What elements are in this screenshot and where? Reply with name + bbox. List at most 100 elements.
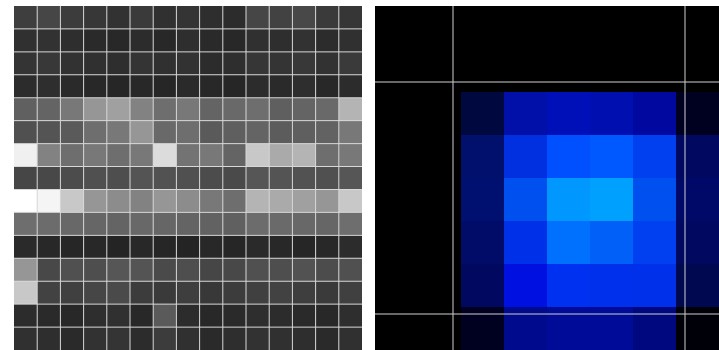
pixel-cell <box>176 212 201 236</box>
pixel-cell <box>292 212 317 236</box>
pixel-cell <box>14 120 38 145</box>
pixel-cell <box>222 28 247 53</box>
pixel-cell <box>338 51 362 76</box>
pixel-cell <box>199 235 224 259</box>
pixel-cell <box>37 258 61 282</box>
pixel-cell <box>199 189 224 213</box>
pixel-cell <box>14 97 38 122</box>
pixel-cell <box>269 189 293 213</box>
pixel-cell <box>269 258 293 282</box>
pixel-cell <box>292 97 317 122</box>
pixel-cell <box>269 327 293 350</box>
pixel-cell <box>222 74 247 99</box>
pixel-cell <box>269 97 293 122</box>
pixel-cell <box>83 327 108 350</box>
pixel-cell <box>315 74 340 99</box>
pixel-cell <box>292 258 317 282</box>
pixel-cell <box>14 143 38 168</box>
pixel-cell <box>106 327 131 350</box>
pixel-cell <box>338 189 362 213</box>
pixel-cell <box>60 120 85 145</box>
pixel-cell <box>14 281 38 305</box>
pixel-cell <box>130 166 154 190</box>
pixel-cell <box>83 97 108 122</box>
pixel-cell <box>176 235 201 259</box>
pixel-cell <box>153 28 177 53</box>
pixel-cell <box>222 258 247 282</box>
heatmap-cell <box>461 92 505 136</box>
pixel-cell <box>153 120 177 145</box>
heatmap-cell <box>676 221 719 265</box>
heatmap-cell <box>676 49 719 93</box>
heatmap-cell <box>676 92 719 136</box>
pixel-cell <box>83 143 108 168</box>
heatmap-cell <box>461 221 505 265</box>
pixel-cell <box>269 304 293 328</box>
pixel-cell <box>222 97 247 122</box>
pixel-cell <box>37 6 61 30</box>
heatmap-cell <box>375 264 419 308</box>
heatmap-cell <box>590 221 634 265</box>
heatmap-cell <box>504 307 548 350</box>
pixel-cell <box>106 74 131 99</box>
pixel-cell <box>83 304 108 328</box>
pixel-cell <box>130 74 154 99</box>
pixel-cell <box>176 143 201 168</box>
heatmap-cell <box>547 92 591 136</box>
pixel-cell <box>315 166 340 190</box>
pixel-cell <box>106 143 131 168</box>
heatmap-cell <box>633 92 677 136</box>
pixel-cell <box>292 304 317 328</box>
pixel-cell <box>222 235 247 259</box>
pixel-cell <box>269 28 293 53</box>
heatmap-cell <box>375 49 419 93</box>
pixel-cell <box>246 143 270 168</box>
pixel-cell <box>106 212 131 236</box>
pixel-cell <box>106 97 131 122</box>
pixel-cell <box>176 166 201 190</box>
heatmap-cell <box>375 221 419 265</box>
pixel-cell <box>315 258 340 282</box>
pixel-cell <box>292 281 317 305</box>
pixel-cell <box>269 51 293 76</box>
pixel-cell <box>83 51 108 76</box>
pixel-cell <box>14 212 38 236</box>
heatmap-cell <box>547 307 591 350</box>
pixel-cell <box>199 327 224 350</box>
heatmap-cell <box>418 49 462 93</box>
pixel-cell <box>60 143 85 168</box>
pixel-cell <box>14 28 38 53</box>
pixel-cell <box>246 258 270 282</box>
pixel-cell <box>246 166 270 190</box>
pixel-cell <box>338 304 362 328</box>
heatmap-cell <box>375 135 419 179</box>
heatmap-cell <box>461 307 505 350</box>
pixel-cell <box>60 51 85 76</box>
pixel-cell <box>246 189 270 213</box>
heatmap-cell <box>418 307 462 350</box>
pixel-cell <box>130 189 154 213</box>
heatmap-cell <box>633 49 677 93</box>
pixel-cell <box>246 6 270 30</box>
pixel-cell <box>106 189 131 213</box>
pixel-cell <box>246 120 270 145</box>
pixel-cell <box>153 327 177 350</box>
pixel-cell <box>269 120 293 145</box>
pixel-cell <box>60 74 85 99</box>
pixel-cell <box>37 120 61 145</box>
pixel-cell <box>315 304 340 328</box>
pixel-cell <box>199 97 224 122</box>
heatmap-cell <box>504 135 548 179</box>
pixel-cell <box>153 6 177 30</box>
pixel-cell <box>199 28 224 53</box>
pixel-cell <box>37 97 61 122</box>
pixel-cell <box>315 120 340 145</box>
heatmap-cell <box>504 6 548 50</box>
pixel-cell <box>176 281 201 305</box>
pixel-cell <box>83 258 108 282</box>
heatmap-cell <box>676 178 719 222</box>
blue-heatmap-image <box>375 6 719 350</box>
pixel-cell <box>106 258 131 282</box>
pixel-cell <box>199 120 224 145</box>
pixel-cell <box>14 166 38 190</box>
